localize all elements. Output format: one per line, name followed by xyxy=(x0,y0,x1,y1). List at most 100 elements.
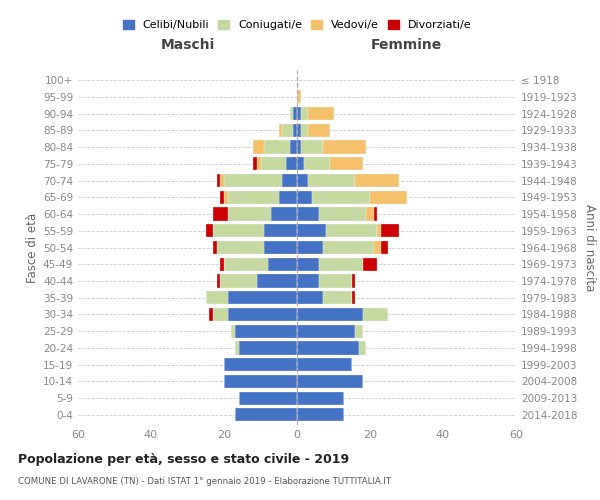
Bar xyxy=(213,308,227,321)
Bar xyxy=(355,324,362,338)
Bar xyxy=(220,274,257,287)
Bar xyxy=(232,324,235,338)
Bar xyxy=(217,174,220,187)
Bar xyxy=(217,241,264,254)
Bar xyxy=(293,107,297,120)
Bar xyxy=(326,224,377,237)
Bar xyxy=(217,274,220,287)
Bar xyxy=(308,174,355,187)
Bar xyxy=(257,157,260,170)
Y-axis label: Anni di nascita: Anni di nascita xyxy=(583,204,596,291)
Bar xyxy=(260,157,286,170)
Bar xyxy=(227,308,297,321)
Bar xyxy=(297,308,362,321)
Bar xyxy=(213,224,264,237)
Text: Femmine: Femmine xyxy=(371,38,442,52)
Bar xyxy=(319,208,367,220)
Bar xyxy=(279,124,283,137)
Bar xyxy=(362,258,377,271)
Bar xyxy=(220,190,224,204)
Bar xyxy=(297,208,319,220)
Bar xyxy=(279,190,297,204)
Bar xyxy=(227,190,279,204)
Bar xyxy=(352,291,355,304)
Bar xyxy=(224,375,297,388)
Bar xyxy=(297,408,344,422)
Bar xyxy=(297,358,352,371)
Bar xyxy=(330,157,363,170)
Bar xyxy=(367,208,374,220)
Bar xyxy=(297,157,304,170)
Bar xyxy=(319,274,352,287)
Bar xyxy=(374,208,377,220)
Bar xyxy=(264,140,290,153)
Bar xyxy=(297,90,301,104)
Bar xyxy=(362,308,388,321)
Bar xyxy=(264,241,297,254)
Bar xyxy=(297,140,301,153)
Bar xyxy=(293,124,297,137)
Bar xyxy=(308,124,330,137)
Bar xyxy=(206,224,213,237)
Bar xyxy=(381,224,399,237)
Bar xyxy=(239,342,297,354)
Bar xyxy=(283,124,293,137)
Bar xyxy=(257,274,297,287)
Bar xyxy=(286,157,297,170)
Bar xyxy=(235,342,239,354)
Bar xyxy=(301,107,308,120)
Bar xyxy=(297,224,326,237)
Bar xyxy=(224,190,227,204)
Bar xyxy=(308,107,334,120)
Text: COMUNE DI LAVARONE (TN) - Dati ISTAT 1° gennaio 2019 - Elaborazione TUTTITALIA.I: COMUNE DI LAVARONE (TN) - Dati ISTAT 1° … xyxy=(18,478,391,486)
Bar xyxy=(359,342,367,354)
Bar xyxy=(220,258,224,271)
Bar xyxy=(370,190,407,204)
Bar xyxy=(301,140,323,153)
Bar xyxy=(235,408,297,422)
Text: Maschi: Maschi xyxy=(160,38,215,52)
Bar xyxy=(297,258,319,271)
Bar xyxy=(239,392,297,404)
Bar xyxy=(297,107,301,120)
Bar xyxy=(377,224,381,237)
Bar xyxy=(323,140,367,153)
Bar xyxy=(304,157,330,170)
Bar xyxy=(224,258,268,271)
Bar xyxy=(206,291,227,304)
Bar xyxy=(264,224,297,237)
Bar xyxy=(319,258,362,271)
Bar xyxy=(297,274,319,287)
Bar xyxy=(374,241,381,254)
Bar xyxy=(253,157,257,170)
Bar xyxy=(268,258,297,271)
Bar xyxy=(297,291,323,304)
Bar xyxy=(323,241,374,254)
Bar xyxy=(297,241,323,254)
Bar xyxy=(209,308,213,321)
Bar xyxy=(213,241,217,254)
Bar xyxy=(253,140,264,153)
Bar xyxy=(235,324,297,338)
Bar xyxy=(297,342,359,354)
Bar xyxy=(297,190,311,204)
Bar xyxy=(381,241,388,254)
Bar xyxy=(290,140,297,153)
Bar xyxy=(227,208,271,220)
Bar xyxy=(283,174,297,187)
Bar xyxy=(311,190,370,204)
Bar xyxy=(271,208,297,220)
Bar xyxy=(290,107,293,120)
Bar xyxy=(220,174,224,187)
Text: Popolazione per età, sesso e stato civile - 2019: Popolazione per età, sesso e stato civil… xyxy=(18,452,349,466)
Bar xyxy=(224,174,283,187)
Bar xyxy=(297,392,344,404)
Bar xyxy=(297,375,362,388)
Bar xyxy=(355,174,399,187)
Bar xyxy=(224,358,297,371)
Legend: Celibi/Nubili, Coniugati/e, Vedovi/e, Divorziati/e: Celibi/Nubili, Coniugati/e, Vedovi/e, Di… xyxy=(118,15,476,34)
Bar xyxy=(297,124,301,137)
Bar xyxy=(297,324,355,338)
Bar xyxy=(323,291,352,304)
Bar xyxy=(213,208,227,220)
